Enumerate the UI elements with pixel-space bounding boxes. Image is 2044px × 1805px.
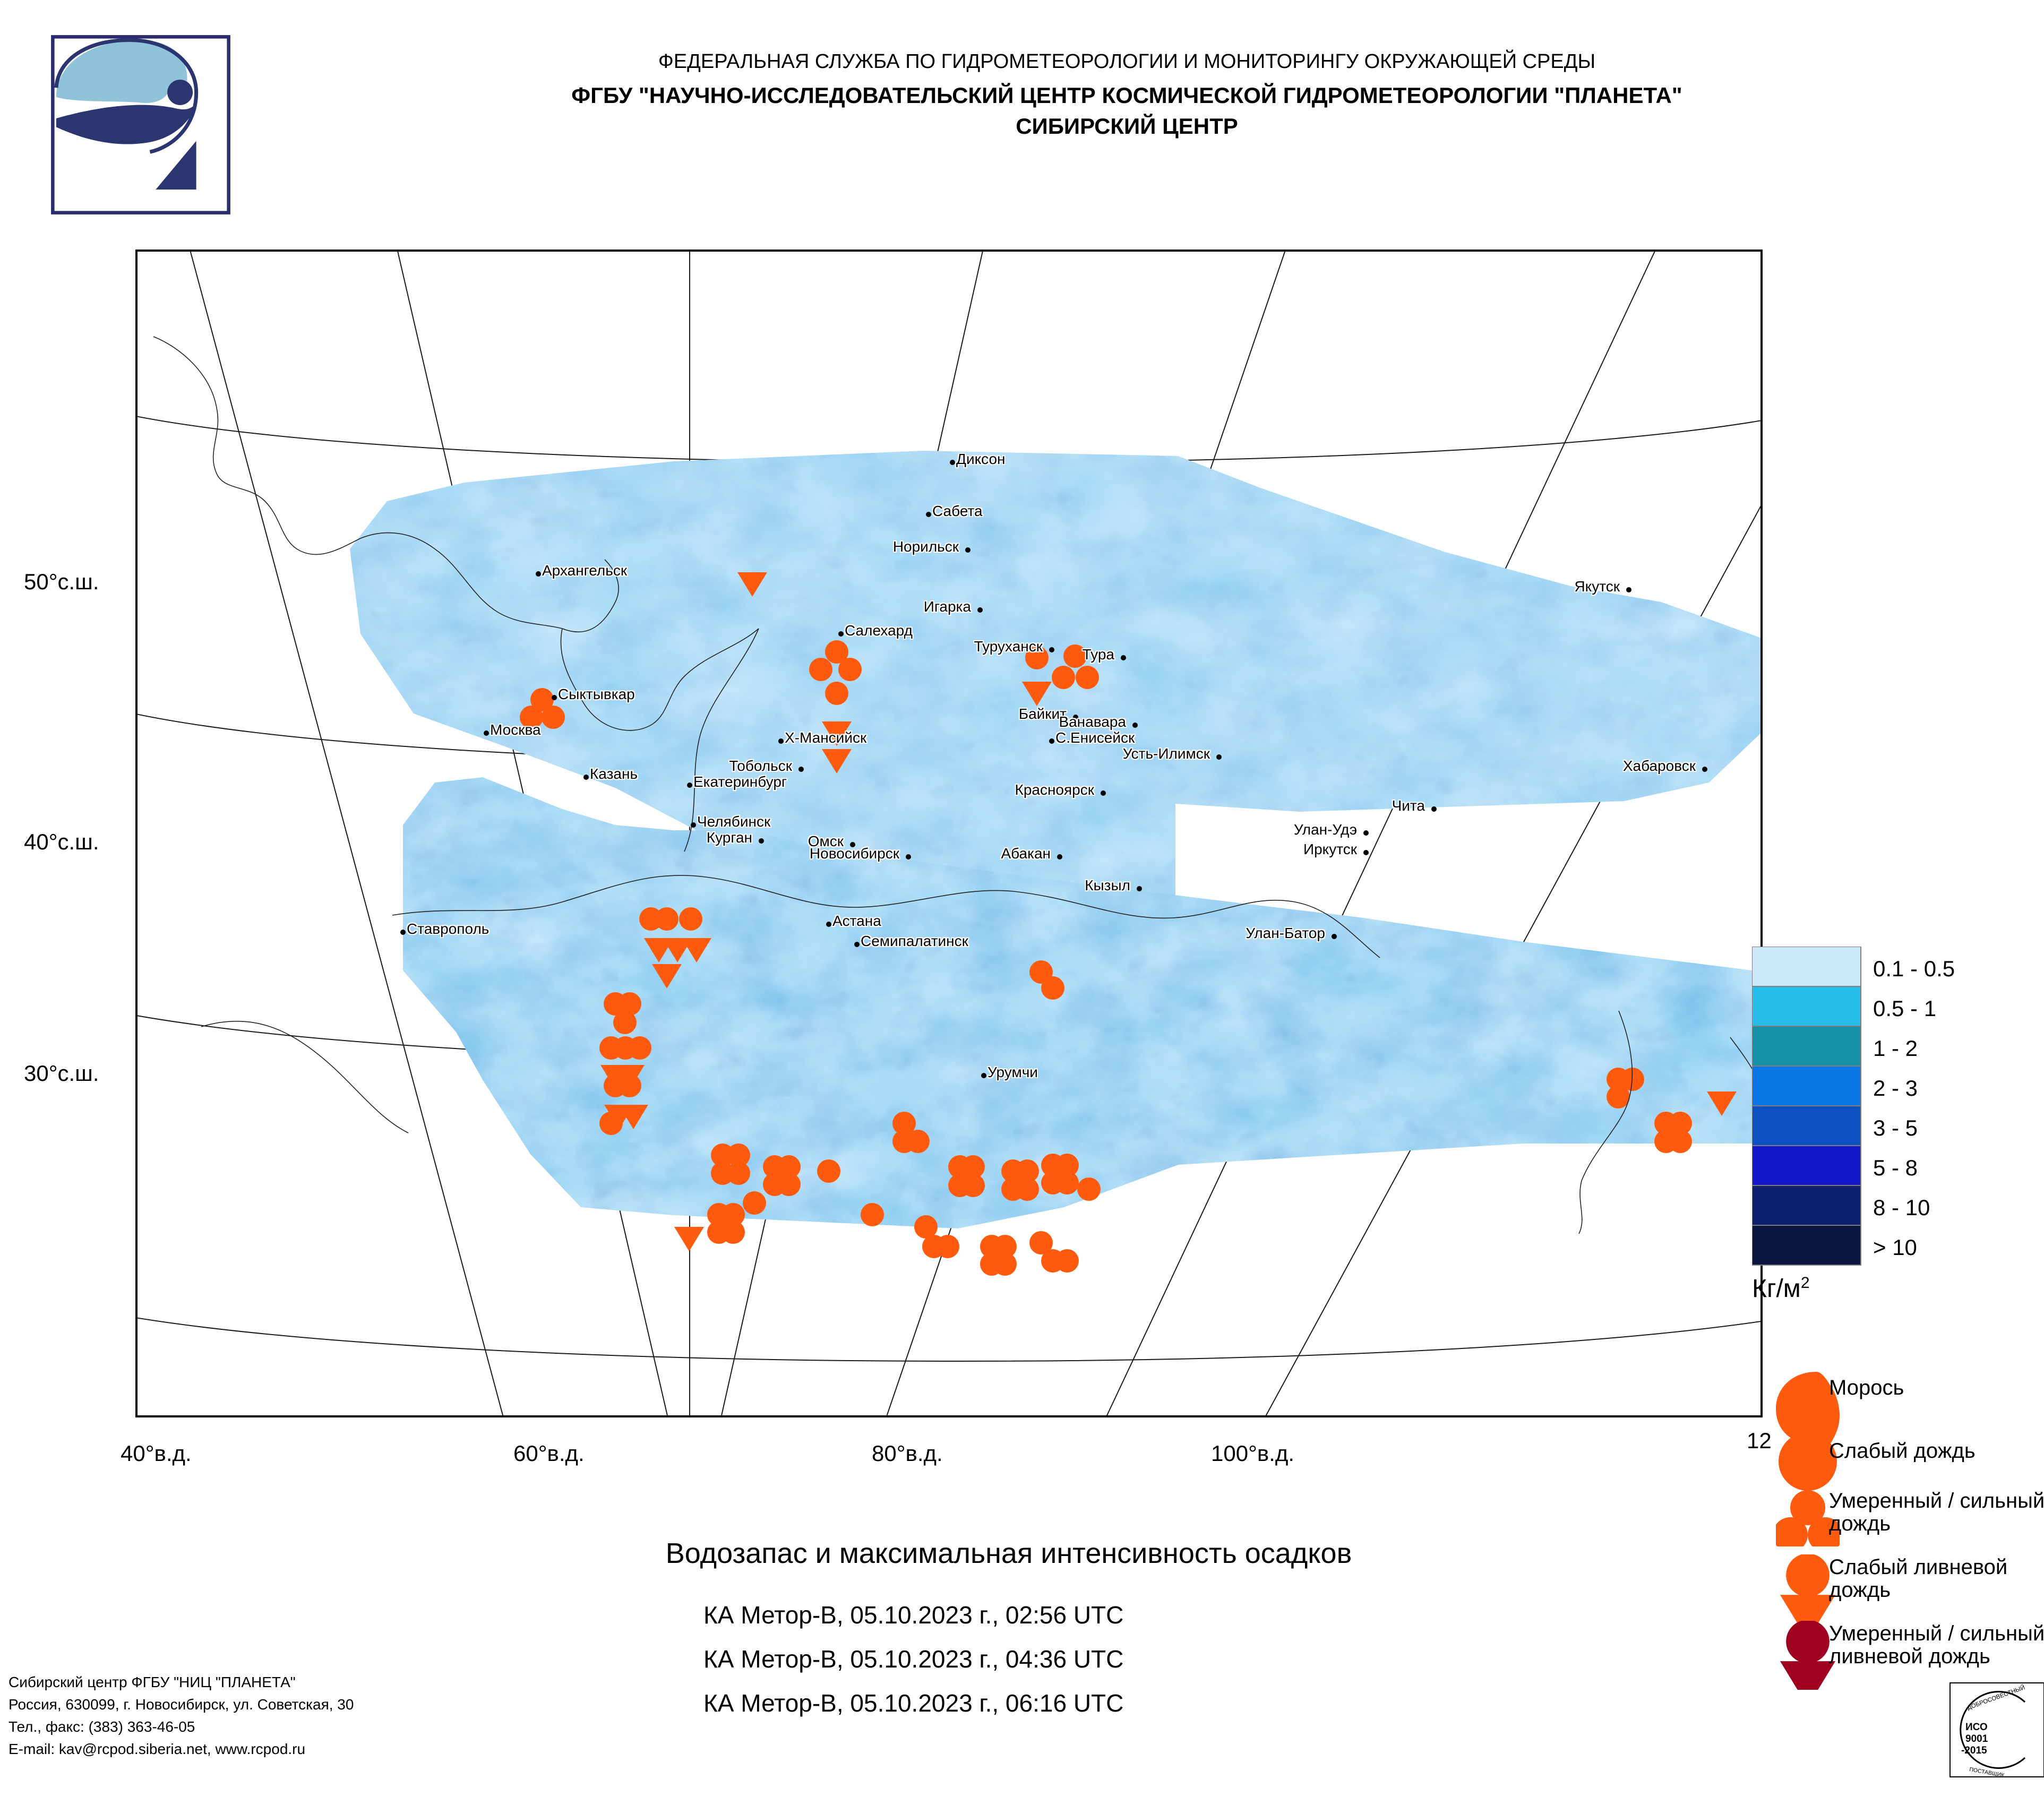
- svg-text:-2015: -2015: [1961, 1745, 1987, 1756]
- svg-text:ИСО: ИСО: [1965, 1722, 1988, 1733]
- svg-text:ДОБРОСОВЕСТНЫЙ: ДОБРОСОВЕСТНЫЙ: [1966, 1684, 2026, 1711]
- svg-text:9001: 9001: [1965, 1733, 1988, 1744]
